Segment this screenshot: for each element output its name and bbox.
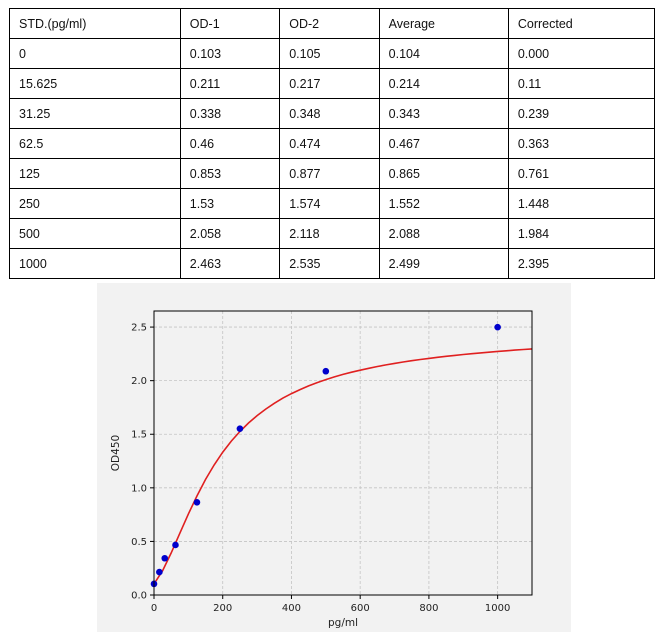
data-point [193, 498, 201, 506]
cell-std: 250 [9, 188, 181, 219]
x-tick-label: 200 [213, 603, 232, 614]
data-point [494, 323, 501, 331]
table-row: 31.25 0.338 0.348 0.343 0.239 [9, 98, 656, 129]
y-tick-label: 1.0 [131, 483, 147, 494]
x-tick-label: 400 [282, 603, 301, 614]
table-row: 0 0.103 0.105 0.104 0.000 [9, 38, 656, 69]
cell-od1: 1.53 [179, 188, 281, 219]
data-point [322, 367, 330, 375]
standard-curve-chart: 0 200 400 600 800 1000 0.0 0.5 1.0 1.5 2.0 2.5 pg/m… [110, 310, 533, 629]
standard-table: STD.(pg/ml) OD-1 OD-2 Average Corrected 0 0.10… [9, 8, 656, 279]
cell-average: 0.467 [378, 128, 509, 159]
cell-average: 1.552 [378, 188, 509, 219]
cell-od1: 2.058 [179, 218, 281, 249]
cell-od2: 0.217 [279, 68, 380, 99]
axis-ticks: 0 200 400 600 800 1000 0.0 0.5 1.0 1.5 2.0 2.5 [131, 323, 510, 614]
header-cell-od1: OD-1 [179, 8, 281, 39]
header-cell-od2: OD-2 [279, 8, 380, 39]
cell-od1: 2.463 [179, 248, 281, 279]
y-tick-label: 1.5 [131, 430, 147, 441]
y-tick-label: 0.0 [131, 591, 147, 602]
table-row: 15.625 0.211 0.217 0.214 0.11 [9, 68, 656, 99]
cell-od2: 2.118 [279, 218, 380, 249]
cell-corrected: 2.395 [507, 248, 656, 279]
cell-od1: 0.338 [179, 98, 281, 129]
cell-average: 0.104 [378, 38, 509, 69]
cell-od2: 0.474 [279, 128, 380, 159]
data-point [156, 568, 163, 576]
cell-average: 2.088 [378, 218, 509, 249]
cell-od2: 1.574 [279, 188, 380, 219]
data-points [150, 323, 501, 588]
cell-corrected: 1.448 [507, 188, 656, 219]
table-row: 1000 2.463 2.535 2.499 2.395 [9, 248, 656, 279]
header-cell-corrected: Corrected [507, 8, 656, 39]
cell-od2: 0.105 [279, 38, 380, 69]
y-axis-label: OD450 [110, 435, 122, 471]
y-tick-label: 2.0 [131, 376, 147, 387]
cell-std: 31.25 [9, 98, 181, 129]
table-row: 62.5 0.46 0.474 0.467 0.363 [9, 128, 656, 159]
header-cell-std: STD.(pg/ml) [9, 8, 181, 39]
fit-curve [153, 348, 533, 585]
cell-average: 0.214 [378, 68, 509, 99]
cell-corrected: 0.11 [507, 68, 656, 99]
cell-corrected: 0.761 [507, 158, 656, 189]
plot-panel: 0 200 400 600 800 1000 0.0 0.5 1.0 1.5 2.0 2.5 pg/m… [97, 283, 571, 632]
table-row: 500 2.058 2.118 2.088 1.984 [9, 218, 656, 249]
cell-std: 1000 [9, 248, 181, 279]
cell-corrected: 0.363 [507, 128, 656, 159]
cell-od2: 0.348 [279, 98, 380, 129]
x-tick-label: 600 [351, 603, 370, 614]
table-header-row: STD.(pg/ml) OD-1 OD-2 Average Corrected [9, 8, 656, 39]
cell-od1: 0.211 [179, 68, 281, 99]
cell-std: 0 [9, 38, 181, 69]
cell-std: 62.5 [9, 128, 181, 159]
cell-corrected: 0.000 [507, 38, 656, 69]
cell-std: 500 [9, 218, 181, 249]
header-cell-average: Average [378, 8, 509, 39]
table-row: 250 1.53 1.574 1.552 1.448 [9, 188, 656, 219]
y-tick-label: 2.5 [131, 323, 147, 334]
data-point [236, 425, 244, 432]
cell-average: 2.499 [378, 248, 509, 279]
data-point [172, 541, 179, 549]
y-tick-label: 0.5 [131, 537, 147, 548]
x-tick-label: 1000 [485, 603, 510, 614]
data-point [161, 554, 169, 562]
cell-od1: 0.103 [179, 38, 281, 69]
x-axis-label: pg/ml [328, 617, 358, 629]
cell-average: 0.343 [378, 98, 509, 129]
x-tick-label: 800 [419, 603, 438, 614]
cell-corrected: 0.239 [507, 98, 656, 129]
cell-od1: 0.46 [179, 128, 281, 159]
cell-std: 15.625 [9, 68, 181, 99]
plot-frame [153, 310, 533, 596]
cell-od1: 0.853 [179, 158, 281, 189]
table-row: 125 0.853 0.877 0.865 0.761 [9, 158, 656, 189]
x-tick-label: 0 [151, 603, 157, 614]
cell-od2: 2.535 [279, 248, 380, 279]
cell-od2: 0.877 [279, 158, 380, 189]
cell-corrected: 1.984 [507, 218, 656, 249]
cell-average: 0.865 [378, 158, 509, 189]
cell-std: 125 [9, 158, 181, 189]
